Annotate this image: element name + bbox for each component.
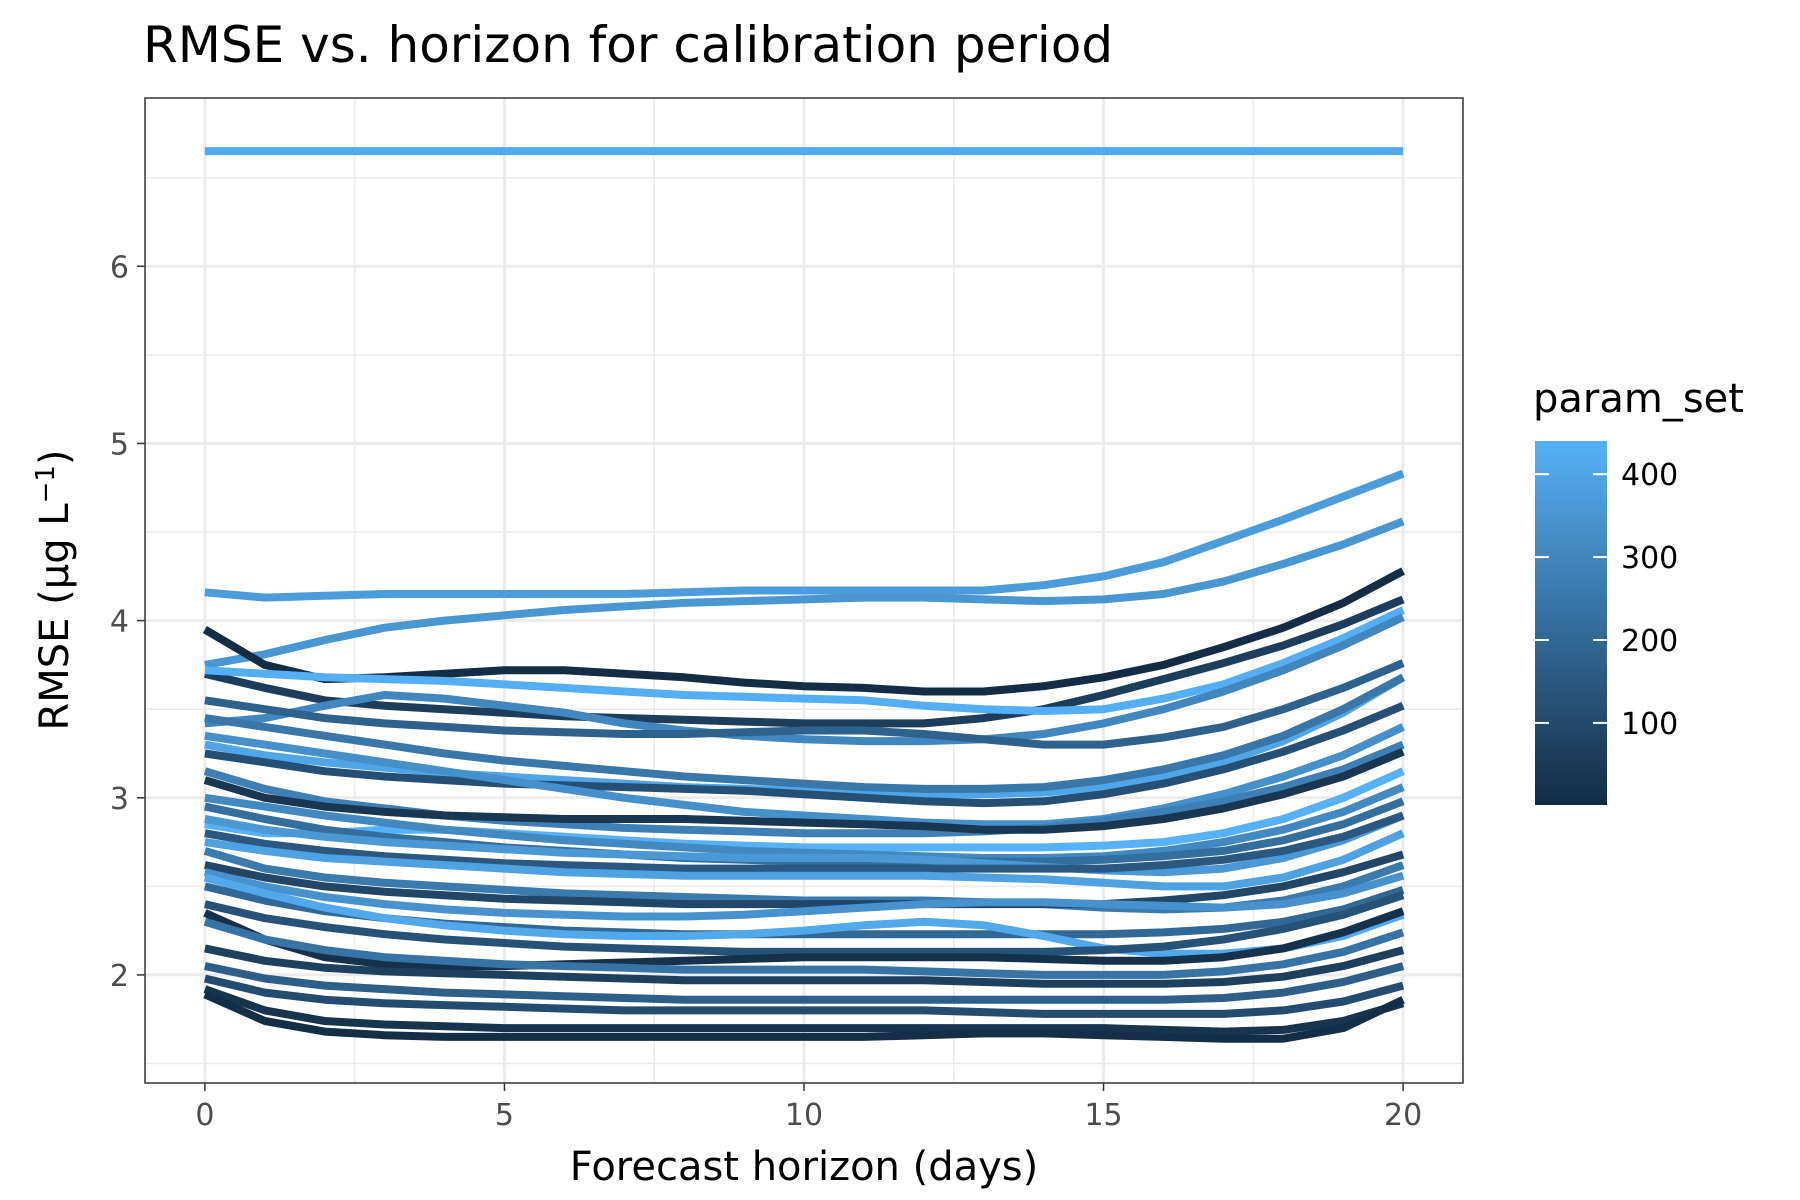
series-line-11 (204, 723, 1405, 829)
series-line-25 (203, 891, 1405, 956)
legend-title: param_set (1533, 376, 1744, 422)
chart-title: RMSE vs. horizon for calibration period (143, 16, 1113, 74)
y-axis-title-main: RMSE ( (32, 589, 78, 730)
series-line-27 (203, 917, 1405, 979)
series-line-9 (204, 673, 1405, 793)
x-axis: 0 5 10 15 20 (195, 1083, 1422, 1133)
y-tick-label: 3 (110, 782, 129, 817)
series-line-17 (204, 811, 1405, 877)
series-line-32 (203, 990, 1405, 1043)
series-line-19 (204, 829, 1405, 891)
y-axis-title: RMSE (μg L−1) (31, 449, 78, 730)
x-tick-label: 10 (785, 1098, 823, 1133)
series-line-7 (204, 659, 1405, 749)
series-line-5 (204, 606, 1405, 715)
x-tick-label: 0 (195, 1098, 214, 1133)
y-tick-label: 5 (110, 427, 129, 462)
series-line-14 (204, 767, 1405, 852)
series-line-6 (204, 613, 1405, 746)
y-tick-label: 6 (110, 250, 129, 285)
legend-ticks: 100 200 300 400 (1535, 458, 1678, 742)
series-line-31 (203, 985, 1405, 1036)
x-tick-label: 20 (1384, 1098, 1422, 1133)
y-axis-title-close: ) (32, 449, 78, 465)
series-line-2 (204, 517, 1405, 669)
legend: param_set 100 200 300 400 (1533, 376, 1744, 805)
legend-tick-label: 100 (1621, 707, 1678, 742)
series-line-30 (203, 974, 1405, 1018)
y-tick-label: 4 (110, 605, 129, 640)
series-line-28 (204, 944, 1405, 988)
y-axis-title-unit: g L (32, 503, 78, 564)
y-tick-label: 2 (110, 959, 129, 994)
legend-tick-label: 200 (1621, 624, 1678, 659)
y-axis-title-superscript: −1 (31, 465, 61, 503)
x-axis-title: Forecast horizon (days) (570, 1144, 1039, 1190)
series-line-13 (203, 748, 1405, 834)
y-axis-title-mu: μ (32, 564, 78, 589)
series-line-10 (204, 702, 1405, 808)
series-line-24 (203, 873, 1405, 958)
x-tick-label: 5 (495, 1098, 514, 1133)
series-line-22 (203, 868, 1405, 921)
series-line-21 (204, 850, 1405, 909)
x-tick-label: 15 (1084, 1098, 1122, 1133)
legend-tick-label: 400 (1621, 458, 1678, 493)
series-line-26 (203, 907, 1405, 971)
series-layer (202, 147, 1406, 1043)
legend-tick-label: 300 (1621, 541, 1678, 576)
series-line-18 (204, 811, 1405, 873)
series-line-4 (203, 595, 1405, 728)
series-line-29 (204, 962, 1405, 1004)
legend-colorbar (1535, 441, 1607, 805)
series-line-1 (204, 469, 1405, 602)
y-axis: 2 3 4 5 6 (110, 250, 145, 994)
series-line-15 (204, 783, 1405, 862)
